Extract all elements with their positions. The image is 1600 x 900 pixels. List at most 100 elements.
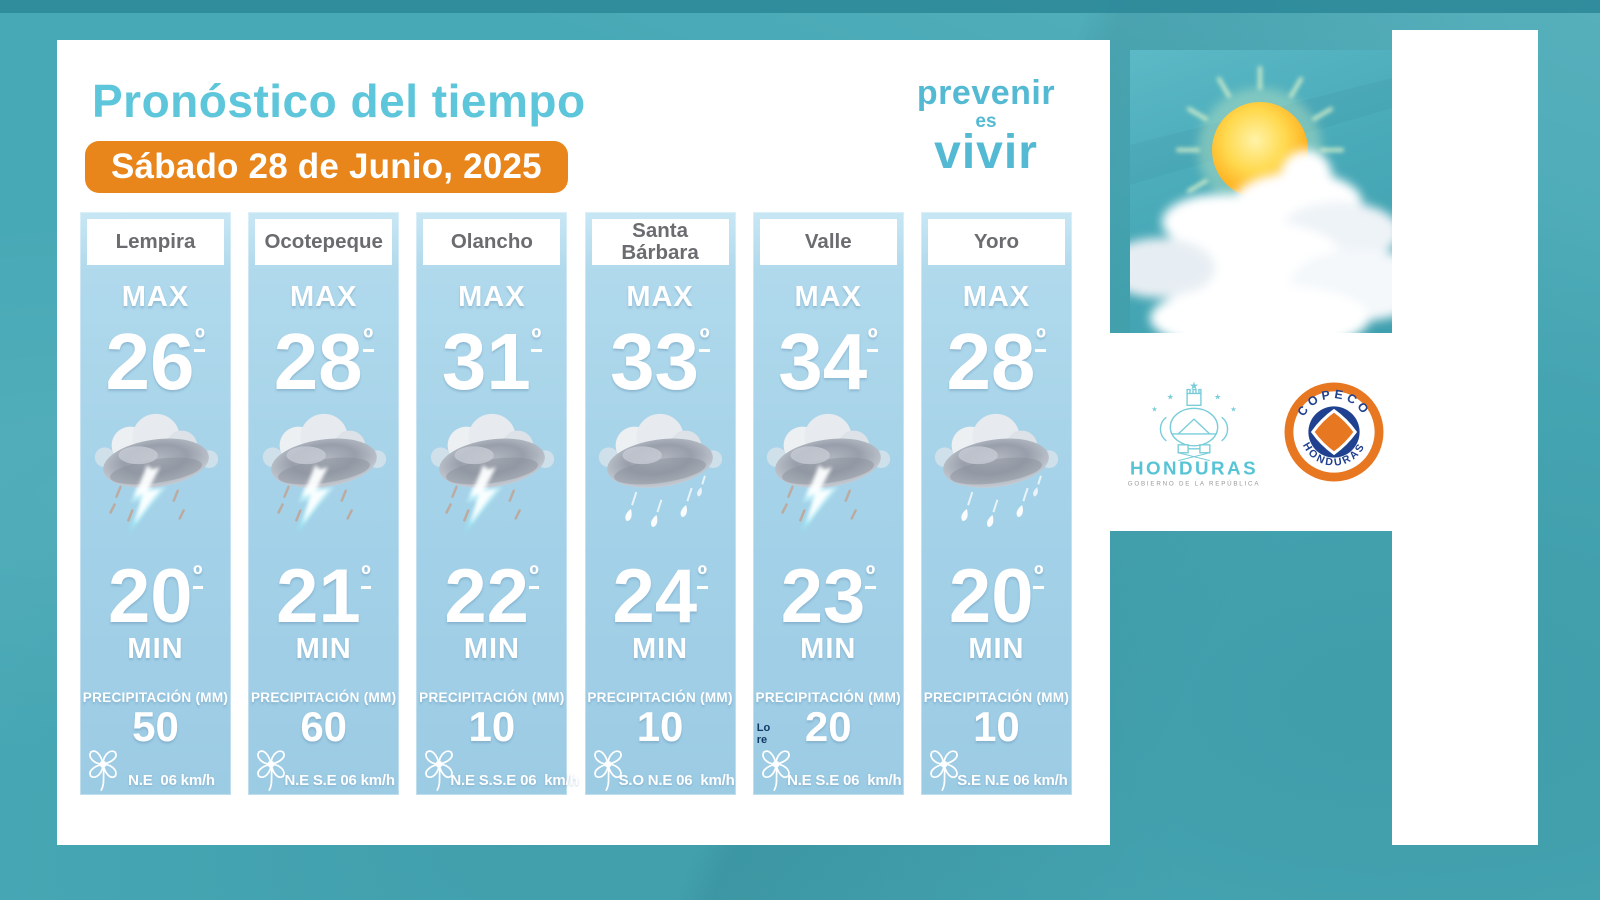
max-temperature: 26º <box>105 317 206 406</box>
min-label: MIN <box>968 633 1025 666</box>
min-temperature: 23º <box>780 554 876 639</box>
max-temperature: 34º <box>778 317 879 406</box>
precipitation-value: 10 <box>973 703 1020 751</box>
sun-behind-cloud-illustration <box>1130 66 1392 333</box>
min-temperature: 20º <box>948 554 1044 639</box>
right-white-bar <box>1392 30 1538 845</box>
forecast-card-lempira: Lempira MAX 26º 20º MIN PRECIPITACIÓN (M… <box>80 212 231 795</box>
wind-row: N.E S.S.E 06 km/h <box>416 743 579 795</box>
min-temperature: 20º <box>107 554 203 639</box>
max-label: MAX <box>458 281 526 313</box>
wind-value: N.E S.S.E 06 km/h <box>450 772 579 789</box>
max-temperature: 31º <box>441 317 542 406</box>
logos-box: ★ ★ ★ ★ ★ HONDURAS GOBIERNO DE LA REPÚBLIC… <box>1110 333 1392 531</box>
precipitation-value: 10 <box>468 703 516 751</box>
prevenir-es-vivir-logo: prevenir es vivir <box>903 76 1069 177</box>
precipitation-value: 50 <box>132 703 179 751</box>
precipitation-label: PRECIPITACIÓN (MM) <box>587 690 733 706</box>
weather-icon <box>253 400 395 548</box>
max-temperature: 28º <box>946 317 1047 406</box>
svg-text:★: ★ <box>1151 406 1157 413</box>
precipitation-value: 60 <box>300 703 348 751</box>
wind-value: N.E S.E 06 km/h <box>787 772 902 789</box>
svg-text:★: ★ <box>1230 406 1236 413</box>
rain-icon <box>589 400 731 548</box>
honduras-logo-text: HONDURAS <box>1130 457 1258 478</box>
degree-symbol: º <box>194 321 206 353</box>
forecast-card-ocotepeque: Ocotepeque MAX 28º 21º MIN PRECIPITACIÓN… <box>248 212 400 795</box>
max-label: MAX <box>289 281 358 313</box>
department-name: Olancho <box>423 219 561 265</box>
honduras-government-logo: ★ ★ ★ ★ ★ HONDURAS GOBIERNO DE LA REPÚBLIC… <box>1128 381 1261 488</box>
svg-text:★: ★ <box>1214 392 1221 401</box>
max-temperature: 33º <box>610 317 711 406</box>
rain-icon <box>925 400 1067 548</box>
top-dark-strip <box>0 0 1600 13</box>
degree-symbol: º <box>530 321 542 353</box>
forecast-card-valle: Valle MAX 34º 23º MIN PRECIPITACIÓN (MM)… <box>752 212 904 795</box>
weather-icon <box>925 400 1067 548</box>
degree-symbol: º <box>1033 560 1044 589</box>
min-label: MIN <box>463 633 520 666</box>
max-label: MAX <box>121 281 190 313</box>
precipitation-value: 10 <box>636 703 684 751</box>
wind-value: S.O N.E 06 km/h <box>618 772 735 789</box>
precipitation-label: PRECIPITACIÓN (MM) <box>419 690 565 706</box>
svg-text:★: ★ <box>1189 381 1199 393</box>
weather-icon <box>757 400 899 548</box>
weather-icon <box>85 400 227 548</box>
max-temperature: 28º <box>273 317 374 406</box>
degree-symbol: º <box>865 560 876 589</box>
degree-symbol: º <box>697 560 708 589</box>
copeco-logo: COPECO HONDURAS <box>1284 382 1384 482</box>
weather-icon <box>421 400 563 548</box>
sun-clouds-image <box>1130 50 1392 333</box>
thunderstorm-icon <box>85 400 227 548</box>
wind-row: S.O N.E 06 km/h <box>585 743 736 795</box>
thunderstorm-icon <box>757 400 899 548</box>
thunderstorm-icon <box>421 400 563 548</box>
min-label: MIN <box>127 633 184 666</box>
date-banner: Sábado 28 de Junio, 2025 <box>85 141 568 193</box>
slogan-line3: vivir <box>934 126 1038 179</box>
degree-symbol: º <box>699 321 711 353</box>
precipitation-label: PRECIPITACIÓN (MM) <box>250 690 397 706</box>
wind-value: S.E N.E 06 km/h <box>957 772 1068 789</box>
wind-row: N.E 06 km/h <box>80 743 231 795</box>
degree-symbol: º <box>1035 321 1047 353</box>
degree-symbol: º <box>192 560 203 589</box>
forecast-card-olancho: Olancho MAX 31º 22º MIN PRECIPITACIÓN (M… <box>416 212 579 795</box>
degree-symbol: º <box>528 560 540 589</box>
department-name: Yoro <box>927 219 1065 265</box>
degree-symbol: º <box>867 321 879 353</box>
honduras-logo-subtitle: GOBIERNO DE LA REPÚBLICA <box>1128 480 1261 487</box>
department-name: Valle <box>759 219 897 265</box>
max-label: MAX <box>626 281 694 313</box>
thunderstorm-icon <box>253 400 395 548</box>
department-name: Santa Bárbara <box>591 219 729 265</box>
department-name: Ocotepeque <box>255 219 393 265</box>
weather-icon <box>589 400 731 548</box>
max-label: MAX <box>962 281 1031 313</box>
wind-row: N.E S.E 06 km/h <box>753 743 904 795</box>
slogan-line1: prevenir <box>916 74 1056 112</box>
wind-row: N.E S.E 06 km/h <box>248 743 399 795</box>
max-label: MAX <box>794 281 862 313</box>
precipitation-label: PRECIPITACIÓN (MM) <box>82 690 229 706</box>
precipitation-value: 20 <box>804 703 852 751</box>
min-temperature: 24º <box>612 554 708 639</box>
svg-text:★: ★ <box>1167 392 1174 401</box>
min-temperature: 22º <box>444 554 540 639</box>
forecast-card-santa-barbara: Santa Bárbara MAX 33º 24º MIN PRECIPITAC… <box>584 212 736 795</box>
page-title: Pronóstico del tiempo <box>92 75 586 127</box>
forecast-card-yoro: Yoro MAX 28º 20º MIN PRECIPITACIÓN (MM) … <box>920 212 1072 795</box>
min-label: MIN <box>800 633 857 666</box>
precipitation-label: PRECIPITACIÓN (MM) <box>755 690 901 706</box>
min-temperature: 21º <box>276 554 372 639</box>
wind-row: S.E N.E 06 km/h <box>921 743 1072 795</box>
degree-symbol: º <box>360 560 372 589</box>
min-label: MIN <box>295 633 352 666</box>
wind-value: N.E S.E 06 km/h <box>284 772 395 789</box>
degree-symbol: º <box>362 321 374 353</box>
